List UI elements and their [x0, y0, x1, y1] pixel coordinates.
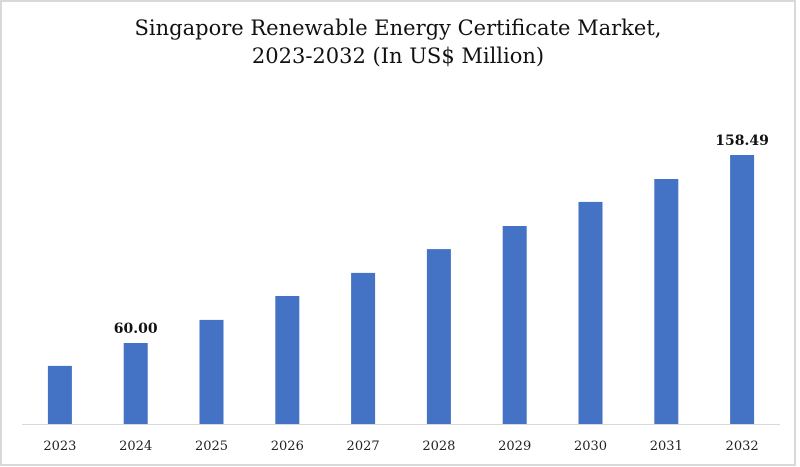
x-tick-label: 2030	[574, 439, 607, 454]
x-tick-label: 2029	[498, 439, 531, 454]
bar-2032	[730, 155, 755, 424]
bar-2030	[578, 201, 603, 424]
chart-title-line1: Singapore Renewable Energy Certificate M…	[134, 16, 662, 40]
chart-title: Singapore Renewable Energy Certificate M…	[0, 14, 796, 70]
bar-2029	[502, 226, 527, 424]
data-label-2032: 158.49	[715, 133, 769, 149]
bar-2025	[199, 319, 224, 424]
x-tick-label: 2028	[422, 439, 455, 454]
bar-2028	[426, 249, 451, 424]
x-tick-label: 2024	[119, 439, 152, 454]
x-tick-label: 2032	[726, 439, 759, 454]
bar-2024	[123, 343, 148, 424]
x-tick-label: 2025	[195, 439, 228, 454]
x-tick-label: 2031	[650, 439, 683, 454]
bar-2027	[351, 272, 376, 424]
bar-2026	[275, 296, 300, 424]
x-tick-label: 2023	[43, 439, 76, 454]
x-tick-label: 2027	[347, 439, 380, 454]
bars-group	[47, 155, 755, 424]
data-label-2024: 60.00	[114, 321, 158, 337]
chart-title-line2: 2023-2032 (In US$ Million)	[251, 44, 545, 68]
bar-2023	[47, 365, 72, 424]
x-tick-labels: 2023 2024 2025 2026 2027 2028 2029 2030 2031 2032	[43, 439, 758, 454]
x-tick-label: 2026	[271, 439, 304, 454]
bar-2031	[654, 179, 679, 424]
data-labels: 60.00 158.49	[114, 133, 769, 337]
